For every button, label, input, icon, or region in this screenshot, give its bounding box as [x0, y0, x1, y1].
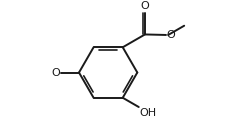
Text: O: O [140, 1, 149, 11]
Text: O: O [51, 67, 60, 78]
Text: OH: OH [139, 108, 156, 118]
Text: O: O [167, 30, 175, 40]
